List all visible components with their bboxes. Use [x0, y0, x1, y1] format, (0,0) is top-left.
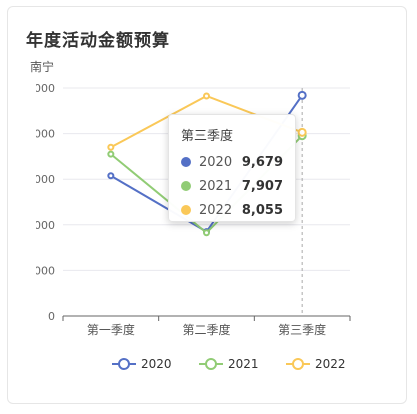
y-tick-label: 8,000 — [24, 128, 56, 141]
legend-label-2022: 2022 — [315, 357, 346, 371]
legend-label-2021: 2021 — [228, 357, 259, 371]
tooltip-dot-2020 — [181, 157, 191, 167]
tooltip-title: 第三季度 — [181, 129, 234, 144]
tooltip-dot-2021 — [181, 181, 191, 191]
y-tick-label: 6,000 — [24, 173, 56, 186]
data-point-2021 — [107, 150, 115, 158]
chart-subtitle: 南宁 — [30, 60, 55, 74]
data-point-2021 — [203, 229, 210, 237]
x-tick-label: 第一季度 — [87, 322, 135, 337]
tooltip-dot-2022 — [181, 205, 191, 215]
data-point-2020 — [297, 90, 307, 100]
data-point-2022 — [297, 127, 307, 137]
y-tick-label: 4,000 — [24, 219, 56, 232]
tooltip-row-2021: 2021 7,907 — [181, 174, 283, 198]
tooltip-name-2021: 2021 — [199, 178, 233, 194]
tooltip: 第三季度 2020 9,679 2021 7,907 2022 8,055 — [168, 114, 296, 222]
tooltip-value-2020: 9,679 — [241, 154, 283, 170]
tooltip-row-2022: 2022 8,055 — [181, 198, 283, 222]
legend-marker-2022 — [292, 358, 304, 370]
legend-label-2020: 2020 — [141, 357, 172, 371]
data-point-2022 — [203, 92, 210, 100]
x-tick-label: 第三季度 — [278, 322, 326, 337]
y-tick-label: 10,000 — [17, 82, 56, 95]
data-point-2020 — [107, 172, 115, 180]
y-tick-label: 0 — [48, 310, 55, 323]
tooltip-value-2022: 8,055 — [241, 202, 283, 218]
tooltip-name-2020: 2020 — [199, 154, 233, 170]
tooltip-name-2022: 2022 — [199, 202, 233, 218]
data-point-2022 — [107, 143, 115, 151]
chart-title: 年度活动金额预算 — [26, 31, 170, 51]
legend-marker-2020 — [118, 358, 130, 370]
x-tick-label: 第二季度 — [182, 322, 230, 337]
tooltip-row-2020: 2020 9,679 — [181, 150, 283, 174]
legend-marker-2021 — [205, 358, 217, 370]
y-tick-label: 2,000 — [24, 264, 56, 277]
tooltip-value-2021: 7,907 — [241, 178, 283, 194]
